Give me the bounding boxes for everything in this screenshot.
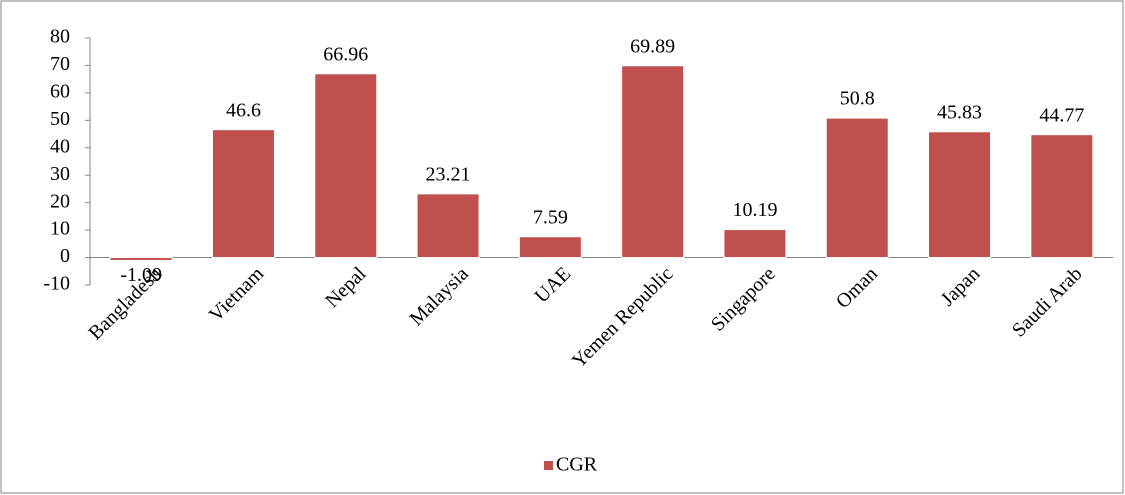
data-label: 66.96 [323, 43, 368, 65]
y-tick-label: 10 [50, 218, 70, 240]
bar [825, 117, 889, 259]
legend-swatch [544, 461, 553, 470]
bar [518, 236, 582, 259]
bar [723, 229, 787, 259]
data-label: 7.59 [533, 206, 568, 228]
bar [621, 65, 685, 259]
bar [314, 73, 378, 259]
legend-label: CGR [556, 454, 598, 476]
bar [1030, 134, 1094, 259]
bar [928, 131, 992, 259]
y-tick-label: 80 [50, 26, 70, 48]
y-tick-label: 40 [50, 135, 70, 157]
data-label: 44.77 [1039, 104, 1084, 126]
data-label: -1.09 [120, 264, 162, 286]
data-label: 10.19 [732, 199, 777, 221]
data-label: 23.21 [426, 163, 471, 185]
y-tick-label: 30 [50, 163, 70, 185]
data-label: 46.6 [226, 99, 261, 121]
bar [211, 129, 275, 259]
y-tick-label: -10 [43, 273, 70, 295]
y-tick-label: 0 [60, 245, 70, 267]
data-label: 45.83 [937, 101, 982, 123]
y-tick-label: 60 [50, 80, 70, 102]
y-tick-label: 20 [50, 190, 70, 212]
data-label: 50.8 [840, 88, 875, 110]
data-label: 69.89 [630, 35, 675, 57]
y-tick-label: 50 [50, 108, 70, 130]
y-tick-label: 70 [50, 53, 70, 75]
bar [416, 193, 480, 259]
bar [109, 257, 173, 262]
